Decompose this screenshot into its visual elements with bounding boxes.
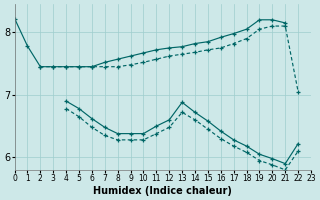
X-axis label: Humidex (Indice chaleur): Humidex (Indice chaleur): [93, 186, 232, 196]
